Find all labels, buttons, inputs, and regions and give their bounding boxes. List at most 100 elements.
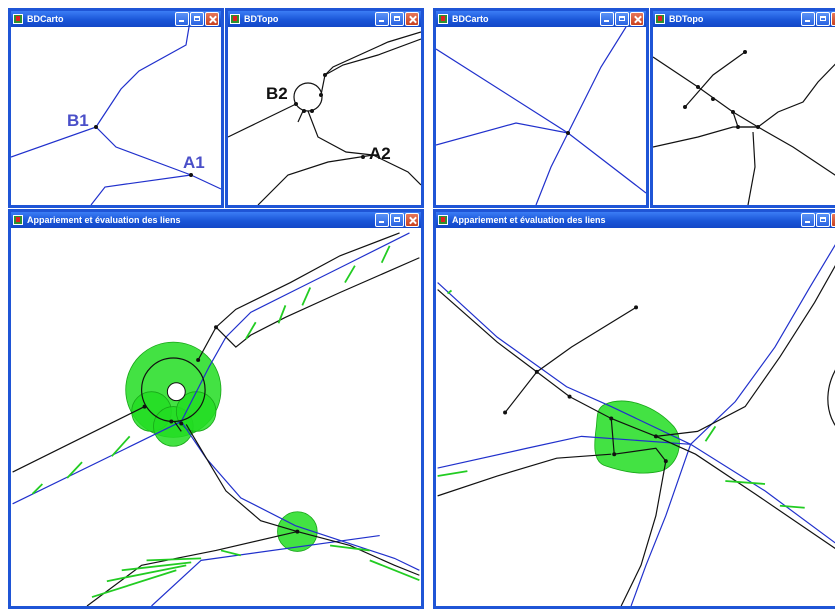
titlebar[interactable]: BDTopo — [228, 11, 421, 27]
road-line — [757, 63, 835, 128]
topo-road — [86, 531, 298, 606]
map-canvas[interactable] — [11, 228, 421, 606]
node — [169, 419, 174, 424]
carto-road — [437, 282, 835, 544]
map-canvas[interactable] — [436, 27, 646, 205]
node — [179, 421, 184, 426]
window-controls — [801, 12, 835, 26]
map-canvas[interactable] — [653, 27, 835, 205]
maximize-button[interactable] — [390, 12, 404, 26]
titlebar[interactable]: BDTopo — [653, 11, 835, 27]
road-line — [11, 126, 97, 158]
close-button[interactable] — [831, 12, 835, 26]
titlebar[interactable]: Appariement et évaluation des liens — [436, 212, 835, 228]
carto-road — [151, 534, 380, 606]
map-canvas[interactable]: B2 A2 — [228, 27, 421, 205]
bdtopo-map: B2 A2 — [228, 31, 421, 205]
close-button[interactable] — [405, 12, 419, 26]
node — [731, 110, 735, 114]
node — [683, 105, 687, 109]
label-a2: A2 — [369, 144, 391, 163]
minimize-button[interactable] — [375, 12, 389, 26]
close-button[interactable] — [630, 12, 644, 26]
minimize-button[interactable] — [375, 213, 389, 227]
topo-road — [610, 418, 615, 455]
node — [756, 125, 760, 129]
node — [534, 369, 539, 374]
topo-road — [185, 424, 420, 576]
minimize-button[interactable] — [600, 12, 614, 26]
road-line — [535, 132, 569, 205]
road-line — [320, 31, 421, 96]
app-icon — [13, 14, 23, 24]
topo-road — [504, 306, 637, 413]
road-line — [567, 27, 627, 134]
minimize-button[interactable] — [175, 12, 189, 26]
node — [302, 109, 306, 113]
topo-road — [614, 447, 667, 462]
topo-road — [655, 265, 835, 437]
bdtopo-map — [653, 50, 835, 205]
bdcarto-window-right[interactable]: BDCarto — [433, 8, 649, 208]
app-icon — [230, 14, 240, 24]
topo-road — [215, 257, 420, 348]
carto-road — [437, 435, 691, 469]
node — [142, 404, 147, 409]
road-line — [653, 126, 758, 148]
road-line — [95, 27, 190, 128]
minimize-button[interactable] — [801, 12, 815, 26]
carto-road — [630, 444, 692, 606]
window-title: BDTopo — [669, 14, 704, 24]
app-icon — [438, 14, 448, 24]
close-button[interactable] — [831, 213, 835, 227]
maximize-button[interactable] — [190, 12, 204, 26]
node — [743, 50, 747, 54]
close-button[interactable] — [405, 213, 419, 227]
window-controls — [175, 12, 219, 26]
map-canvas[interactable] — [436, 228, 835, 606]
bdtopo-window-left[interactable]: BDTopo B2 A2 — [225, 8, 424, 208]
topo-road — [173, 421, 182, 432]
close-button[interactable] — [205, 12, 219, 26]
node — [294, 102, 298, 106]
matching-map — [12, 232, 420, 606]
matching-window-right[interactable]: Appariement et évaluation des liens — [433, 209, 835, 609]
window-title: BDCarto — [27, 14, 64, 24]
node — [736, 125, 740, 129]
node — [295, 529, 300, 534]
maximize-button[interactable] — [816, 12, 830, 26]
topo-road — [827, 369, 835, 426]
carto-road — [690, 244, 835, 445]
match-links — [31, 245, 420, 598]
node — [503, 410, 508, 415]
node — [361, 155, 365, 159]
node — [323, 73, 327, 77]
match-links — [437, 289, 805, 509]
matching-window-left[interactable]: Appariement et évaluation des liens — [8, 209, 424, 609]
maximize-button[interactable] — [390, 213, 404, 227]
map-canvas[interactable]: B1 A1 — [11, 27, 221, 205]
maximize-button[interactable] — [816, 213, 830, 227]
topo-road — [197, 232, 400, 361]
node — [319, 93, 323, 97]
road-line — [228, 103, 297, 138]
road-line — [297, 110, 304, 123]
window-controls — [375, 213, 419, 227]
bdtopo-window-right[interactable]: BDTopo — [650, 8, 835, 208]
node — [196, 357, 201, 362]
node — [189, 173, 193, 177]
carto-road — [180, 232, 410, 422]
titlebar[interactable]: BDCarto — [11, 11, 221, 27]
titlebar[interactable]: Appariement et évaluation des liens — [11, 212, 421, 228]
roundabout — [293, 82, 323, 112]
node — [653, 434, 658, 439]
label-b2: B2 — [266, 84, 288, 103]
bdcarto-window-left[interactable]: BDCarto B1 A1 — [8, 8, 224, 208]
node — [566, 131, 570, 135]
node — [711, 97, 715, 101]
node — [612, 452, 617, 457]
maximize-button[interactable] — [615, 12, 629, 26]
road-line — [436, 122, 569, 146]
titlebar[interactable]: BDCarto — [436, 11, 646, 27]
minimize-button[interactable] — [801, 213, 815, 227]
